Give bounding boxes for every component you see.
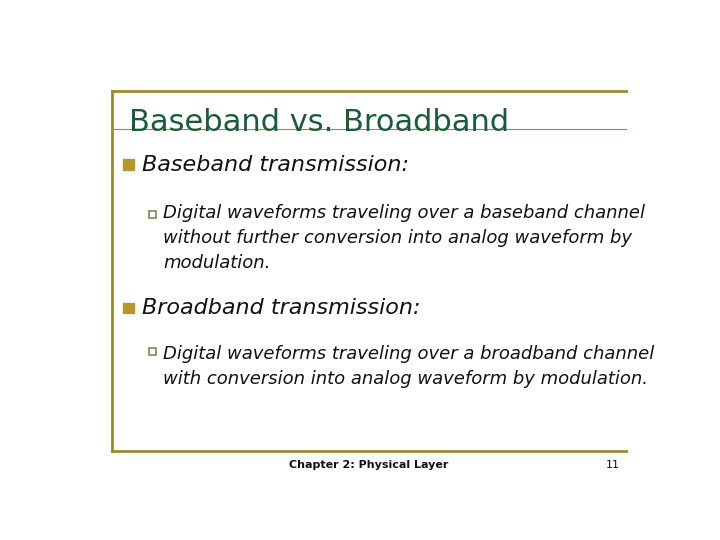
Bar	[124, 159, 133, 170]
Text: Chapter 2: Physical Layer: Chapter 2: Physical Layer	[289, 460, 449, 470]
Text: Baseband vs. Broadband: Baseband vs. Broadband	[129, 109, 509, 138]
Bar	[148, 348, 156, 355]
Text: Digital waveforms traveling over a broadband channel
with conversion into analog: Digital waveforms traveling over a broad…	[163, 346, 654, 388]
Bar	[124, 303, 133, 313]
Bar	[148, 211, 156, 218]
Text: 11: 11	[606, 460, 620, 470]
Text: Baseband transmission:: Baseband transmission:	[142, 154, 409, 174]
Text: Broadband transmission:: Broadband transmission:	[142, 298, 420, 318]
Text: Digital waveforms traveling over a baseband channel
without further conversion i: Digital waveforms traveling over a baseb…	[163, 204, 645, 272]
